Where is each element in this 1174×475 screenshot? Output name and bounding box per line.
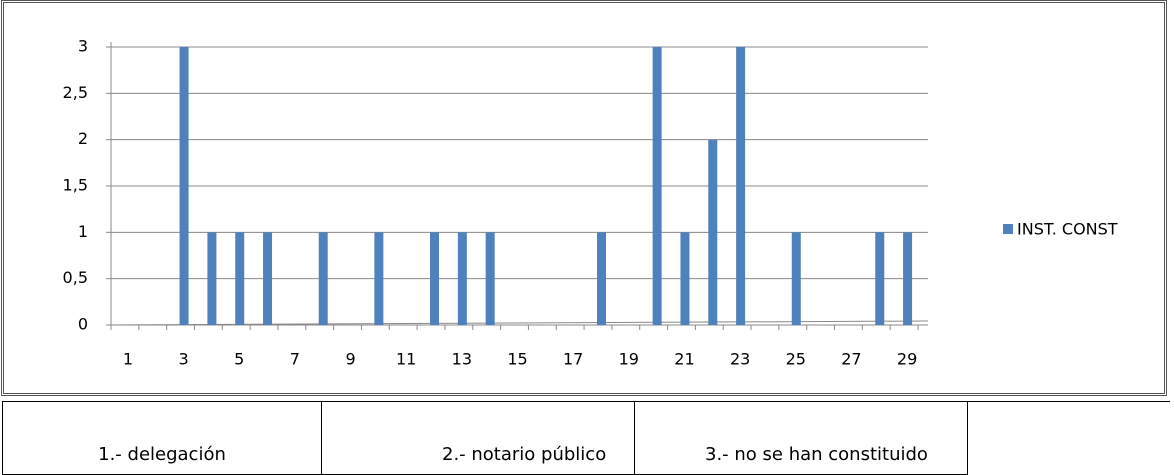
x-tick-label: 27 — [841, 350, 861, 369]
table-row: 1.- delegación 2.- notario público 3.- n… — [2, 401, 1170, 475]
legend-swatch — [1003, 224, 1013, 234]
y-tick-label: 2,5 — [63, 83, 88, 102]
chart-frame — [1, 0, 1167, 396]
bar — [457, 232, 467, 325]
bar — [207, 232, 217, 325]
bar — [263, 232, 273, 325]
x-tick-label: 29 — [897, 350, 917, 369]
bar — [430, 232, 440, 325]
x-tick-label: 5 — [234, 350, 244, 369]
bar — [596, 232, 606, 325]
y-tick-label: 2 — [78, 129, 88, 148]
bar — [791, 232, 801, 325]
bar — [736, 47, 746, 325]
x-tick-label: 25 — [786, 350, 806, 369]
x-tick-label: 19 — [619, 350, 639, 369]
table-cell — [967, 401, 1170, 475]
y-tick-label: 3 — [78, 37, 88, 56]
bar — [485, 232, 495, 325]
bar — [875, 232, 885, 325]
x-axis — [110, 320, 929, 326]
table-cell: 2.- notario público — [321, 401, 635, 475]
chart: 00,511,522,531 3 5 7 9 11 13 15 17 19 21 23 25 27 29IN… — [63, 37, 1118, 369]
x-tick-label: 1 — [123, 350, 133, 369]
bar — [318, 232, 328, 325]
bar — [708, 139, 718, 325]
bar — [235, 232, 245, 325]
table-cell: 3.- no se han constituido — [634, 401, 968, 475]
x-tick-label: 15 — [507, 350, 527, 369]
table: 1.- delegación 2.- notario público 3.- n… — [2, 401, 1170, 475]
bar — [179, 47, 189, 325]
x-tick-label: 17 — [563, 350, 583, 369]
x-tick-label: 11 — [396, 350, 416, 369]
y-tick-label: 1,5 — [63, 176, 88, 195]
bar — [903, 232, 913, 325]
x-tick-label: 21 — [674, 350, 694, 369]
legend-label: INST. CONST — [1017, 220, 1118, 239]
x-tick-label: 13 — [452, 350, 472, 369]
bar — [680, 232, 690, 325]
y-tick-label: 1 — [78, 222, 88, 241]
y-tick-label: 0,5 — [63, 268, 88, 287]
bar — [652, 47, 662, 325]
x-tick-label: 9 — [345, 350, 355, 369]
y-tick-label: 0 — [78, 315, 88, 334]
bar — [374, 232, 384, 325]
x-tick-label: 23 — [730, 350, 750, 369]
x-tick-label: 3 — [178, 350, 188, 369]
table-cell: 1.- delegación — [2, 401, 322, 475]
x-tick-label: 7 — [290, 350, 300, 369]
